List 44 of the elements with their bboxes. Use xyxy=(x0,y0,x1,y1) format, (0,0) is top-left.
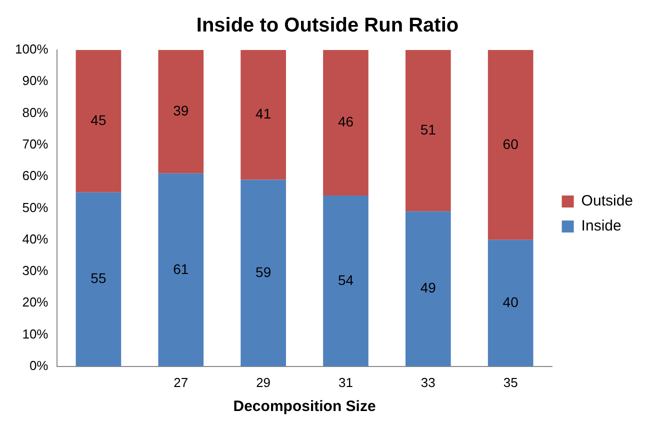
y-tick-label: 60% xyxy=(22,168,49,184)
y-tick-label: 10% xyxy=(22,326,49,342)
bar xyxy=(240,180,286,366)
x-tick-label: 35 xyxy=(503,374,518,390)
x-tick-label: 31 xyxy=(338,374,353,390)
bar xyxy=(240,50,286,180)
legend-label: Inside xyxy=(581,218,622,235)
bar xyxy=(158,173,204,366)
y-tick-label: 90% xyxy=(22,73,49,88)
data-label: 49 xyxy=(420,280,436,296)
data-label: 45 xyxy=(90,112,106,128)
y-tick-label: 20% xyxy=(22,294,49,310)
data-label: 41 xyxy=(256,106,272,122)
data-label: 60 xyxy=(502,136,519,152)
y-tick-label: 70% xyxy=(22,136,49,152)
data-label: 55 xyxy=(90,270,106,286)
data-label: 59 xyxy=(256,264,272,280)
bar xyxy=(76,192,122,366)
bar xyxy=(406,211,451,366)
y-tick-label: 80% xyxy=(22,104,49,120)
data-label: 61 xyxy=(173,260,189,277)
y-tick-label: 40% xyxy=(22,231,49,246)
data-label: 51 xyxy=(420,122,436,138)
data-label: 40 xyxy=(502,294,519,310)
bar xyxy=(488,240,534,366)
x-tick-label: 33 xyxy=(420,374,436,390)
x-axis-title: Decomposition Size xyxy=(233,398,376,416)
y-tick-label: 30% xyxy=(22,263,49,278)
data-label: 54 xyxy=(338,272,354,288)
bar xyxy=(406,50,451,212)
data-label: 39 xyxy=(173,102,189,119)
bar xyxy=(76,50,122,192)
bar xyxy=(323,50,368,196)
data-label: 46 xyxy=(338,114,354,130)
legend-label: Outside xyxy=(581,192,634,210)
y-tick-label: 50% xyxy=(22,200,49,215)
x-tick-label: 29 xyxy=(256,374,271,390)
bar xyxy=(488,50,534,240)
x-tick-label: 27 xyxy=(174,374,188,390)
bar xyxy=(158,50,204,174)
chart-title: Inside to Outside Run Ratio xyxy=(196,14,459,37)
y-tick-label: 100% xyxy=(15,42,49,57)
bar xyxy=(323,196,368,366)
y-tick-label: 0% xyxy=(29,358,49,373)
